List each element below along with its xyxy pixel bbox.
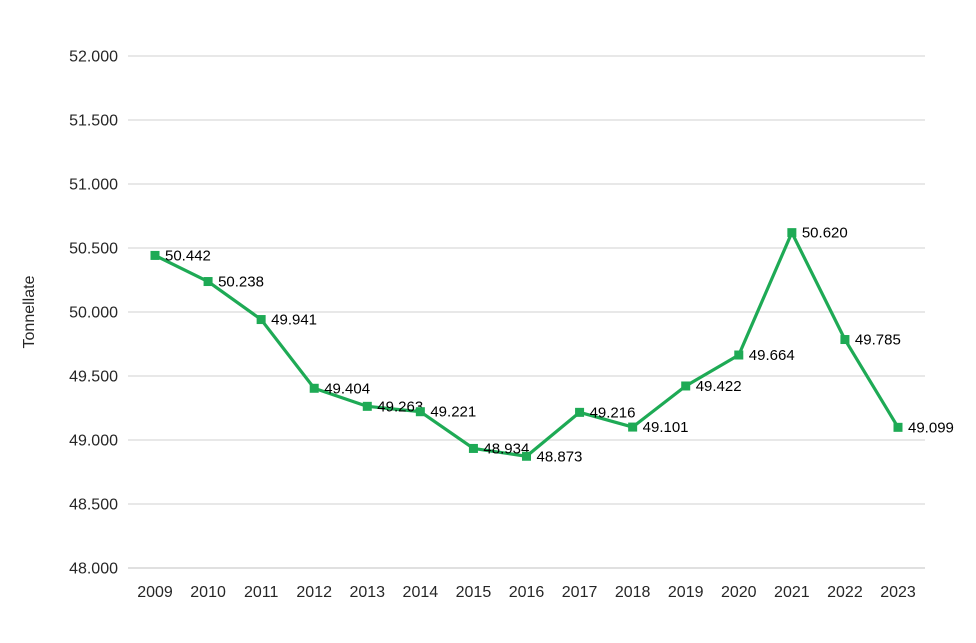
y-tick-label: 48.000 <box>69 561 118 578</box>
y-tick-label: 49.500 <box>69 369 118 386</box>
y-tick-label: 49.000 <box>69 433 118 450</box>
x-tick-label: 2013 <box>349 584 385 601</box>
x-tick-label: 2009 <box>137 584 173 601</box>
y-tick-label: 50.000 <box>69 305 118 322</box>
data-point-label: 49.101 <box>643 419 689 436</box>
data-line <box>153 231 900 458</box>
data-point-marker <box>256 315 266 325</box>
data-point-marker <box>893 422 903 432</box>
data-point-marker <box>150 250 160 260</box>
data-point-marker <box>681 381 691 391</box>
x-tick-label: 2010 <box>190 584 226 601</box>
x-tick-label: 2011 <box>244 584 279 601</box>
data-point-label: 49.785 <box>855 332 901 349</box>
x-tick-label: 2019 <box>668 584 704 601</box>
data-point-marker <box>522 451 531 461</box>
x-tick-label: 2014 <box>403 584 439 601</box>
data-point-label: 49.664 <box>749 347 795 364</box>
y-tick-label: 50.500 <box>69 241 118 258</box>
data-point-label: 49.221 <box>430 404 476 421</box>
data-point-label: 49.099 <box>908 419 954 436</box>
x-tick-label: 2023 <box>880 584 916 601</box>
x-tick-label: 2018 <box>615 584 651 601</box>
data-point-label: 49.263 <box>377 398 423 415</box>
data-point-marker <box>734 350 744 360</box>
data-point-label: 49.404 <box>324 380 370 397</box>
y-tick-label: 51.500 <box>69 113 118 130</box>
data-point-marker <box>415 407 425 417</box>
x-tick-label: 2015 <box>456 584 492 601</box>
data-point-label: 49.422 <box>696 378 742 395</box>
data-point-marker <box>468 443 478 453</box>
data-point-label: 48.934 <box>483 440 529 457</box>
data-point-label: 49.941 <box>271 312 317 329</box>
y-tick-label: 48.500 <box>69 497 118 514</box>
x-tick-label: 2021 <box>774 584 810 601</box>
data-point-label: 48.873 <box>537 448 583 465</box>
data-point-marker <box>628 422 638 432</box>
x-tick-label: 2017 <box>562 584 598 601</box>
data-point-marker <box>787 228 797 238</box>
x-tick-label: 2020 <box>721 584 757 601</box>
data-point-marker <box>575 407 585 417</box>
x-tick-label: 2022 <box>827 584 863 601</box>
data-point-marker <box>362 401 372 411</box>
y-axis-title: Tonnellate <box>21 275 38 348</box>
y-tick-label: 52.000 <box>69 49 118 66</box>
data-point-label: 50.238 <box>218 274 264 291</box>
x-tick-label: 2016 <box>509 584 545 601</box>
data-point-label: 49.216 <box>590 404 636 421</box>
x-tick-label: 2012 <box>296 584 332 601</box>
data-point-marker <box>840 335 850 345</box>
data-point-label: 50.442 <box>165 247 211 264</box>
data-point-marker <box>203 277 213 287</box>
data-point-marker <box>309 383 319 393</box>
data-point-label: 50.620 <box>802 225 848 242</box>
y-tick-label: 51.000 <box>69 177 118 194</box>
